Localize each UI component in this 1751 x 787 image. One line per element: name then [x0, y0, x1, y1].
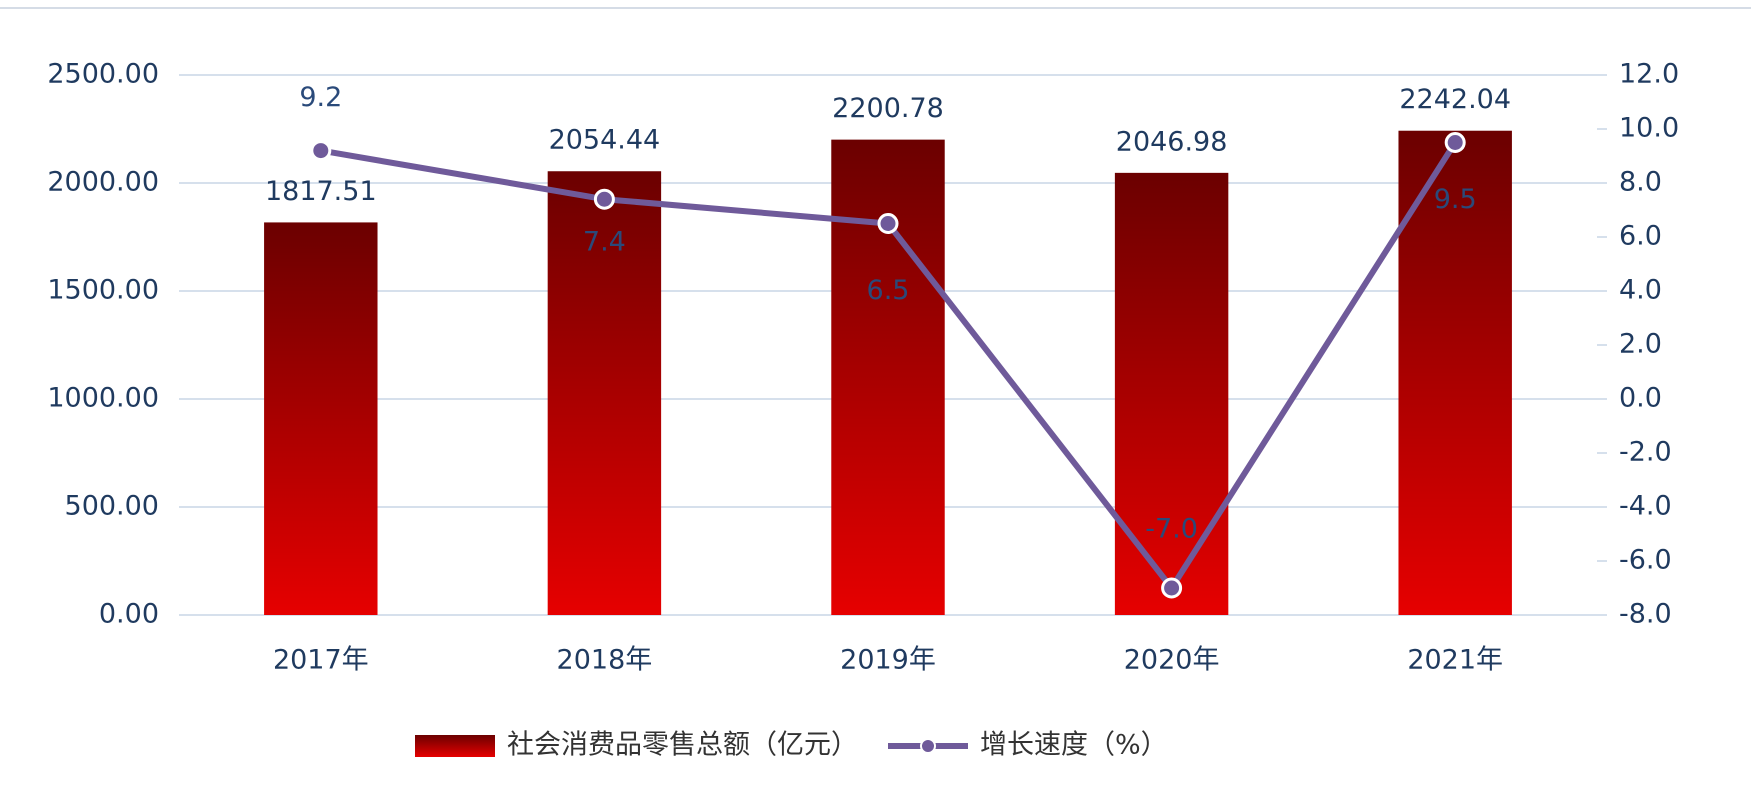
y2-tick-label: -8.0	[1619, 599, 1672, 630]
bar	[1398, 130, 1512, 615]
bar-value-label: 1817.51	[265, 176, 377, 207]
y2-tick-label: -2.0	[1619, 437, 1672, 468]
y-tick-label: 500.00	[65, 491, 159, 522]
legend-label: 社会消费品零售总额（亿元）	[507, 730, 858, 761]
bar-value-label: 2054.44	[549, 125, 661, 156]
y2-tick-label: 10.0	[1619, 113, 1679, 144]
y2-tick-label: 0.0	[1619, 383, 1662, 414]
line-value-label: 7.4	[583, 227, 626, 258]
line-point	[593, 188, 615, 210]
y2-tick-label: -4.0	[1619, 491, 1672, 522]
x-tick-label: 2019年	[840, 645, 936, 676]
y-tick-label: 0.00	[99, 599, 159, 630]
legend-swatch-dot	[920, 738, 936, 754]
line-point	[1161, 577, 1183, 599]
y2-tick-label: 6.0	[1619, 221, 1662, 252]
x-tick-label: 2017年	[273, 645, 369, 676]
line-value-label: 6.5	[867, 275, 910, 306]
bar-value-label: 2242.04	[1399, 84, 1511, 115]
y-tick-label: 1000.00	[47, 383, 159, 414]
line-point	[877, 213, 899, 234]
y2-tick-label: 12.0	[1619, 59, 1679, 90]
line-value-label: 9.2	[299, 82, 342, 113]
bar	[1114, 172, 1229, 615]
y2-tick-label: -6.0	[1619, 545, 1672, 576]
line-value-label: 9.5	[1434, 184, 1477, 215]
bar	[547, 171, 662, 615]
line-point	[1444, 132, 1466, 153]
y-tick-label: 2000.00	[47, 167, 159, 198]
bar	[831, 139, 945, 615]
y-tick-label: 2500.00	[47, 59, 159, 90]
x-tick-label: 2018年	[557, 645, 653, 676]
legend-swatch	[415, 735, 495, 757]
y2-tick-label: 8.0	[1619, 167, 1662, 198]
y-tick-label: 1500.00	[47, 275, 159, 306]
bar-value-label: 2200.78	[832, 93, 944, 124]
bar	[264, 222, 378, 615]
y2-tick-label: 4.0	[1619, 275, 1662, 306]
line-point	[310, 140, 332, 162]
x-tick-label: 2021年	[1407, 645, 1503, 676]
x-tick-label: 2020年	[1124, 645, 1220, 676]
line-value-label: -7.0	[1145, 514, 1198, 545]
bar-value-label: 2046.98	[1116, 126, 1228, 157]
y2-tick-label: 2.0	[1619, 329, 1662, 360]
legend-label: 增长速度（%）	[980, 730, 1168, 761]
